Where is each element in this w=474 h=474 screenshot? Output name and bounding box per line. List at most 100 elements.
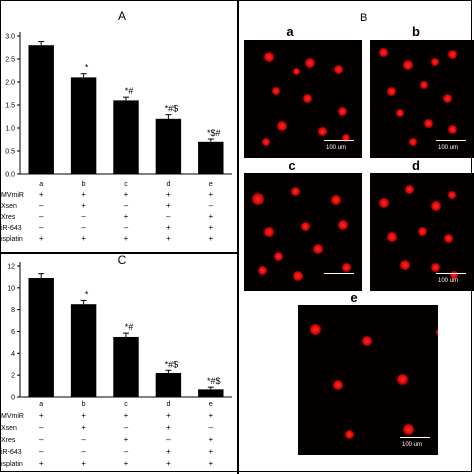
treatment-cell: – — [81, 447, 86, 456]
fluorescent-cell — [417, 227, 427, 237]
y-tick-label: 0.5 — [5, 149, 15, 156]
scale-bar-label: 100 um — [402, 442, 423, 448]
fluorescent-cell — [342, 134, 351, 143]
category-label: a — [39, 181, 43, 188]
category-label: c — [124, 401, 128, 408]
fluorescent-cell — [333, 380, 343, 390]
fluorescent-cell — [312, 243, 323, 254]
scale-bar — [324, 140, 354, 141]
fluorescent-cell — [263, 51, 274, 62]
treatment-cell: – — [124, 223, 129, 232]
treatment-cell: – — [81, 435, 86, 444]
treatment-cell: + — [166, 190, 171, 199]
fluorescent-cell — [344, 430, 354, 439]
treatment-cell: – — [39, 201, 44, 210]
y-tick-label: 2 — [11, 373, 15, 380]
fluorescent-cell — [261, 138, 270, 147]
scale-bar-label: 100 um — [438, 145, 459, 151]
significance-label: *# — [125, 322, 134, 332]
fluorescent-cell — [263, 227, 274, 238]
fluorescent-cell — [301, 222, 311, 232]
treatment-cell: – — [124, 423, 129, 432]
micrograph-label: c — [288, 158, 296, 173]
fluorescent-cell — [448, 190, 456, 199]
fluorescent-cell — [317, 126, 327, 136]
scale-bar-label: 100 um — [438, 278, 459, 284]
category-label: d — [166, 401, 170, 408]
treatment-cell: – — [81, 212, 86, 221]
treatment-cell: + — [208, 459, 213, 468]
treatment-cell: – — [166, 435, 171, 444]
fluorescent-cell — [403, 423, 414, 435]
fluorescent-cell — [362, 336, 373, 347]
bar — [198, 389, 224, 397]
treatment-cell: – — [124, 201, 129, 210]
y-tick-label: 6 — [11, 329, 15, 336]
treatment-cell: + — [124, 435, 129, 444]
treatment-cell: + — [166, 459, 171, 468]
fluorescent-cell — [387, 87, 397, 97]
fluorescent-cell — [387, 232, 398, 242]
treatment-cell: + — [39, 459, 44, 468]
treatment-cell: – — [39, 212, 44, 221]
y-tick-label: 2.0 — [5, 80, 15, 87]
fluorescent-cell — [420, 81, 429, 90]
scale-bar — [324, 273, 354, 274]
fluorescent-cell — [293, 67, 301, 75]
significance-label: *#$ — [165, 104, 179, 114]
y-tick-label: 0.0 — [5, 172, 15, 179]
treatment-cell: + — [166, 411, 171, 420]
fluorescent-cell — [378, 197, 389, 208]
treatment-cell: + — [81, 423, 86, 432]
treatment-cell: – — [209, 201, 214, 210]
treatment-cell: + — [81, 459, 86, 468]
fluorescence-micrograph: 100 um — [370, 173, 474, 291]
chart-c: C 0 2 4 6 8 10 12 a * b *# c *#$ d *#$ e MVmiR + + + + + Xsen – +… — [1, 253, 232, 468]
treatment-cell: – — [39, 435, 44, 444]
bar — [70, 77, 97, 174]
bar — [155, 118, 182, 174]
treatment-cell: + — [124, 212, 129, 221]
panel-letter: C — [118, 253, 127, 267]
panel-divider-horizontal — [0, 252, 238, 254]
treatment-cell: + — [166, 447, 171, 456]
category-label: e — [209, 401, 213, 408]
fluorescent-cell — [397, 373, 409, 385]
fluorescent-cell — [303, 94, 312, 104]
fluorescent-cell — [448, 49, 457, 59]
treatment-cell: + — [81, 201, 86, 210]
fluorescent-cell — [251, 192, 264, 205]
treatment-cell: – — [39, 223, 44, 232]
fluorescent-cell — [293, 271, 304, 282]
treatment-cell: – — [166, 212, 171, 221]
fluorescent-cell — [338, 106, 348, 116]
treatment-cell: – — [39, 423, 44, 432]
treatment-cell: + — [208, 435, 213, 444]
treatment-cell: + — [124, 190, 129, 199]
micrograph-label: e — [350, 290, 358, 305]
category-label: e — [209, 181, 213, 188]
treatment-row-label: Xres — [1, 214, 16, 221]
treatment-cell: + — [208, 447, 213, 456]
fluorescent-cell — [448, 124, 457, 134]
y-tick-label: 1.5 — [5, 103, 15, 110]
y-tick-label: 12 — [7, 264, 15, 271]
fluorescence-micrograph: 100 um — [370, 40, 474, 158]
panel-letter: A — [118, 9, 126, 23]
treatment-row-label: iR-643 — [1, 225, 22, 232]
treatment-cell: + — [39, 234, 44, 243]
fluorescent-cell — [400, 259, 411, 270]
treatment-cell: + — [124, 234, 129, 243]
fluorescent-cell — [423, 118, 433, 128]
fluorescent-cell — [435, 327, 438, 337]
treatment-cell: + — [208, 212, 213, 221]
bar — [113, 336, 139, 397]
bar — [28, 278, 54, 397]
y-tick-label: 1.0 — [5, 126, 15, 133]
y-tick-label: 2.5 — [5, 57, 15, 64]
significance-label: * — [85, 63, 89, 73]
significance-label: * — [85, 289, 89, 299]
fluorescent-cell — [443, 233, 453, 243]
treatment-cell: + — [39, 411, 44, 420]
category-label: c — [124, 181, 128, 188]
